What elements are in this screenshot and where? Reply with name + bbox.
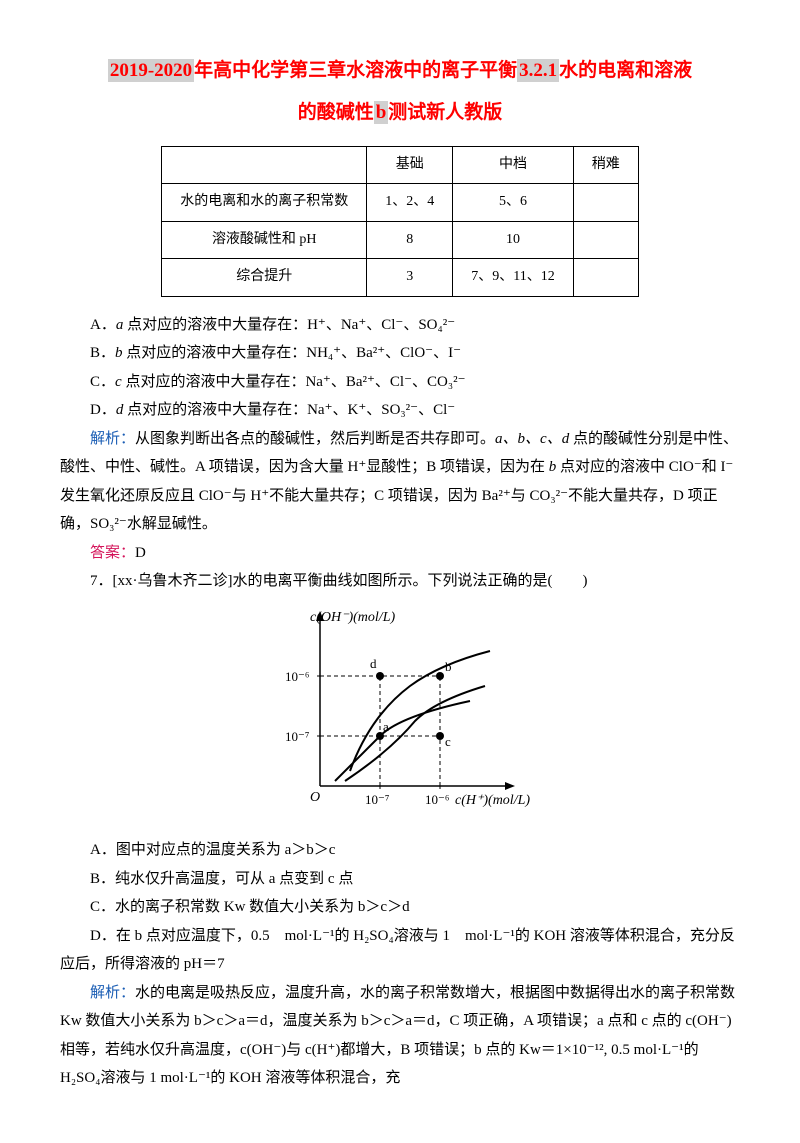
table-row: 水的电离和水的离子积常数 1、2、4 5、6 [162, 184, 638, 222]
opt-prefix: C． [90, 374, 115, 390]
opt-text: 点对应的溶液中大量存在：Na⁺、Ba²⁺、Cl⁻、CO₃²⁻ [122, 374, 466, 390]
row-medium: 7、9、11、12 [453, 259, 573, 297]
analysis-label: 解析： [90, 985, 135, 1001]
option-b: B．b 点对应的溶液中大量存在：NH₄⁺、Ba²⁺、ClO⁻、I⁻ [60, 339, 740, 368]
point-b [436, 672, 444, 680]
difficulty-table: 基础 中档 稍难 水的电离和水的离子积常数 1、2、4 5、6 溶液酸碱性和 p… [161, 146, 638, 297]
title-part-5: 的酸碱性 [298, 102, 374, 123]
option-c: C．c 点对应的溶液中大量存在：Na⁺、Ba²⁺、Cl⁻、CO₃²⁻ [60, 368, 740, 397]
answer-text: D [135, 545, 146, 561]
header-medium: 中档 [453, 146, 573, 184]
analysis-text: 水的电离是吸热反应，温度升高，水的离子积常数增大，根据图中数据得出水的离子积常数… [60, 985, 735, 1087]
point-d [376, 672, 384, 680]
analysis-2: 解析：水的电离是吸热反应，温度升高，水的离子积常数增大，根据图中数据得出水的离子… [60, 979, 740, 1093]
row-hard [573, 259, 638, 297]
row-hard [573, 184, 638, 222]
answer-1: 答案：D [60, 539, 740, 568]
table-row: 综合提升 3 7、9、11、12 [162, 259, 638, 297]
title-part-7: 测试新人教版 [388, 102, 502, 123]
row-basic: 1、2、4 [367, 184, 453, 222]
point-c [436, 732, 444, 740]
opt-text: 点对应的溶液中大量存在：Na⁺、K⁺、SO₃²⁻、Cl⁻ [123, 402, 455, 418]
opt-prefix: D． [90, 402, 116, 418]
header-hard: 稍难 [573, 146, 638, 184]
opt-text: 点对应的溶液中大量存在：NH₄⁺、Ba²⁺、ClO⁻、I⁻ [123, 345, 461, 361]
analysis-1: 解析：从图象判断出各点的酸碱性，然后判断是否共存即可。a、b、c、d 点的酸碱性… [60, 425, 740, 539]
title-part-1: 2019-2020 [108, 59, 194, 82]
chart-svg: c(OH⁻)(mol/L) 10⁻⁶ 10⁻⁷ 10⁻⁷ 10⁻⁶ O c(H⁺… [270, 606, 530, 816]
chart-bg [270, 606, 530, 816]
option-b-2: B．纯水仅升高温度，可从 a 点变到 c 点 [60, 865, 740, 894]
x-tick-label: 10⁻⁷ [365, 792, 389, 807]
row-basic: 8 [367, 221, 453, 259]
opt-text: 点对应的溶液中大量存在：H⁺、Na⁺、Cl⁻、SO₄²⁻ [123, 317, 455, 333]
y-tick-label: 10⁻⁶ [285, 669, 309, 684]
title-part-2: 年高中化学第三章水溶液中的离子平衡 [194, 60, 517, 81]
row-label: 溶液酸碱性和 pH [162, 221, 367, 259]
analysis-italic: a、b、c、d [495, 431, 569, 447]
opt-prefix: A． [90, 317, 116, 333]
table-header-row: 基础 中档 稍难 [162, 146, 638, 184]
opt-italic: c [115, 374, 122, 390]
row-label: 综合提升 [162, 259, 367, 297]
header-blank [162, 146, 367, 184]
x-tick-label: 10⁻⁶ [425, 792, 449, 807]
point-label-b: b [445, 659, 452, 674]
title-part-6: b [374, 101, 389, 124]
header-basic: 基础 [367, 146, 453, 184]
option-a: A．a 点对应的溶液中大量存在：H⁺、Na⁺、Cl⁻、SO₄²⁻ [60, 311, 740, 340]
y-tick-label: 10⁻⁷ [285, 729, 309, 744]
title-part-3: 3.2.1 [517, 59, 559, 82]
opt-italic: b [115, 345, 123, 361]
analysis-label: 解析： [90, 431, 135, 447]
answer-label: 答案： [90, 545, 135, 561]
option-d-2: D．在 b 点对应温度下，0.5 mol·L⁻¹的 H₂SO₄溶液与 1 mol… [60, 922, 740, 979]
row-basic: 3 [367, 259, 453, 297]
title-part-4: 水的电离和溶液 [559, 60, 692, 81]
point-label-d: d [370, 656, 377, 671]
option-a-2: A．图中对应点的温度关系为 a＞b＞c [60, 836, 740, 865]
option-c-2: C．水的离子积常数 Kw 数值大小关系为 b＞c＞d [60, 893, 740, 922]
document-title: 2019-2020年高中化学第三章水溶液中的离子平衡3.2.1水的电离和溶液 的… [60, 50, 740, 134]
row-label: 水的电离和水的离子积常数 [162, 184, 367, 222]
row-medium: 10 [453, 221, 573, 259]
y-axis-label: c(OH⁻)(mol/L) [310, 610, 395, 625]
option-d: D．d 点对应的溶液中大量存在：Na⁺、K⁺、SO₃²⁻、Cl⁻ [60, 396, 740, 425]
question-7: 7．[xx·乌鲁木齐二诊]水的电离平衡曲线如图所示。下列说法正确的是( ) [60, 567, 740, 596]
point-label-c: c [445, 734, 451, 749]
x-axis-label: c(H⁺)(mol/L) [455, 793, 530, 808]
point-label-a: a [383, 719, 389, 734]
row-medium: 5、6 [453, 184, 573, 222]
equilibrium-chart: c(OH⁻)(mol/L) 10⁻⁶ 10⁻⁷ 10⁻⁷ 10⁻⁶ O c(H⁺… [60, 606, 740, 827]
origin-label: O [310, 790, 320, 805]
opt-prefix: B． [90, 345, 115, 361]
analysis-text: 从图象判断出各点的酸碱性，然后判断是否共存即可。 [135, 431, 495, 447]
row-hard [573, 221, 638, 259]
table-row: 溶液酸碱性和 pH 8 10 [162, 221, 638, 259]
